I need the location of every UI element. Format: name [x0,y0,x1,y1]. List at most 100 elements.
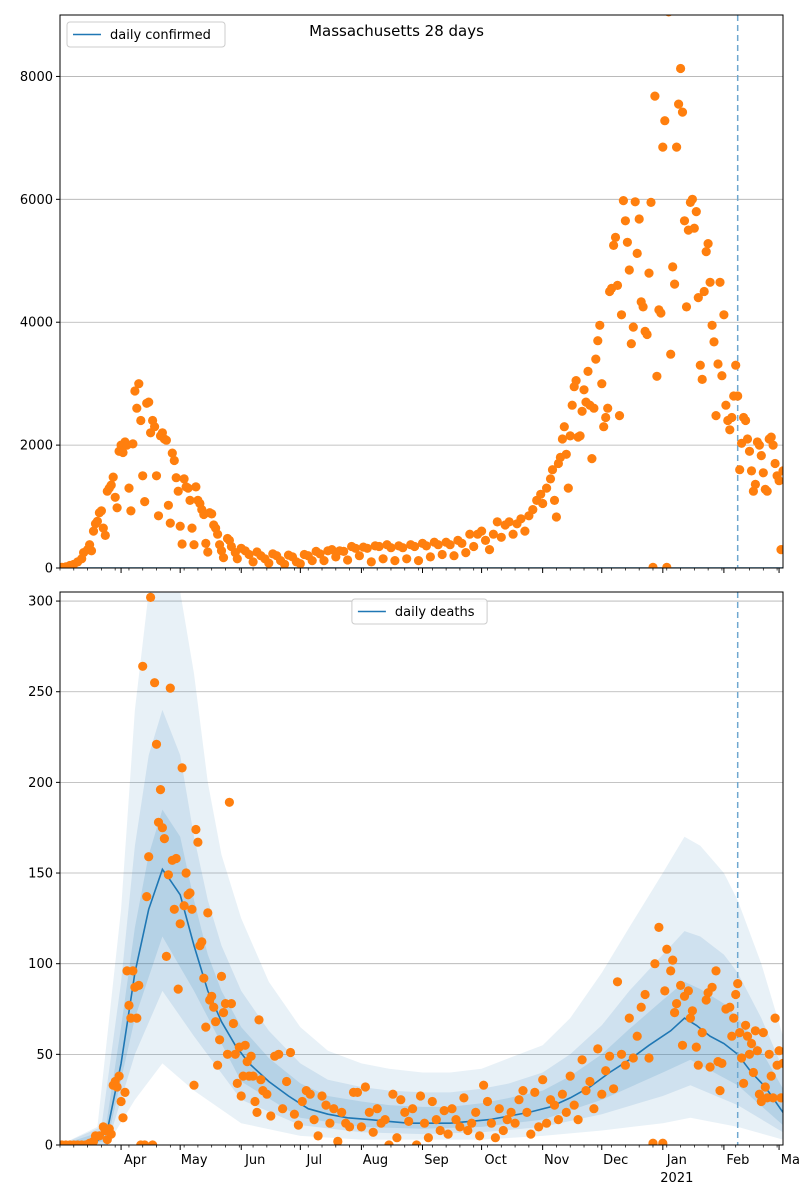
data-point [705,1062,715,1072]
data-point [628,1053,638,1063]
data-point [98,523,108,533]
data-point [610,232,621,242]
data-point [138,661,148,671]
data-point [601,412,611,423]
y-tick-label: 2000 [20,439,53,454]
data-point [618,196,629,206]
data-point [150,422,160,432]
data-point [207,991,217,1001]
confidence-band-inner [60,809,783,1145]
data-point [175,919,185,929]
data-point [559,422,569,432]
data-point [744,1049,755,1059]
data-point [674,99,684,109]
data-point [666,349,676,359]
data-point [203,547,213,557]
data-point [317,1091,327,1101]
data-point [216,971,227,982]
data-point [603,403,613,413]
data-point [656,308,666,318]
data-point [345,1122,355,1132]
legend-box [351,598,488,625]
data-point [735,1028,745,1038]
data-point [386,543,396,553]
data-point [96,506,106,516]
y-tick-label: 6000 [20,193,53,208]
data-point [187,904,197,914]
data-point [469,541,479,552]
data-point [776,545,783,555]
data-point [443,1129,453,1139]
data-point [191,824,201,835]
data-point [398,543,408,553]
data-point [193,837,203,847]
data-point [778,466,783,476]
data-point [427,1096,437,1107]
data-point [522,1107,532,1117]
data-point [742,1031,753,1041]
plot-area [60,15,783,568]
data-point [758,1028,768,1038]
x-tick-label: May [181,1153,208,1168]
data-point [463,1125,473,1136]
data-point [626,339,636,349]
data-point [419,1118,430,1128]
data-point [412,1140,422,1145]
data-point [591,354,601,364]
data-point [697,1028,707,1038]
data-point [232,554,242,564]
data-point [549,1100,560,1110]
data-point [264,558,274,568]
data-point [762,486,772,496]
data-point [662,562,672,568]
data-point [685,1013,696,1023]
data-point [134,379,144,389]
data-point [350,543,361,553]
data-point [388,1089,398,1099]
legend: daily confirmed [66,21,226,48]
data-point [124,1000,134,1011]
data-point [593,336,603,346]
data-point [171,853,181,864]
data-point [321,1100,331,1110]
data-point [343,555,353,565]
x-tick-label: Sep [424,1153,449,1168]
data-point [557,1089,568,1099]
data-point [224,797,234,807]
data-point [106,1129,116,1139]
data-point [640,989,650,1000]
data-point [262,1089,272,1099]
data-point [648,1138,658,1145]
data-point [538,498,548,509]
data-point [668,955,678,965]
data-point [583,366,593,376]
data-point [717,1058,727,1068]
data-point [729,1013,739,1023]
data-point [151,471,162,481]
data-point [250,1096,260,1107]
data-point [378,554,388,564]
data-point [112,1082,122,1092]
data-point [642,329,652,340]
y-tick-label: 300 [28,595,53,610]
data-point [547,465,558,475]
data-point [727,412,737,423]
data-point [461,548,471,558]
data-point [124,483,134,493]
data-point [161,951,171,962]
data-point [157,823,167,833]
data-point [425,552,435,562]
x-tick-label: Dec [603,1153,628,1168]
data-point [764,1049,774,1059]
data-point [612,977,623,987]
data-point [587,454,597,464]
data-point [191,482,201,492]
data-point [697,374,707,384]
data-point [516,514,526,524]
data-point [737,1053,747,1063]
data-point [309,1115,319,1125]
data-point [719,310,729,320]
data-point [179,474,189,484]
data-point [654,922,664,933]
data-point [709,337,719,347]
